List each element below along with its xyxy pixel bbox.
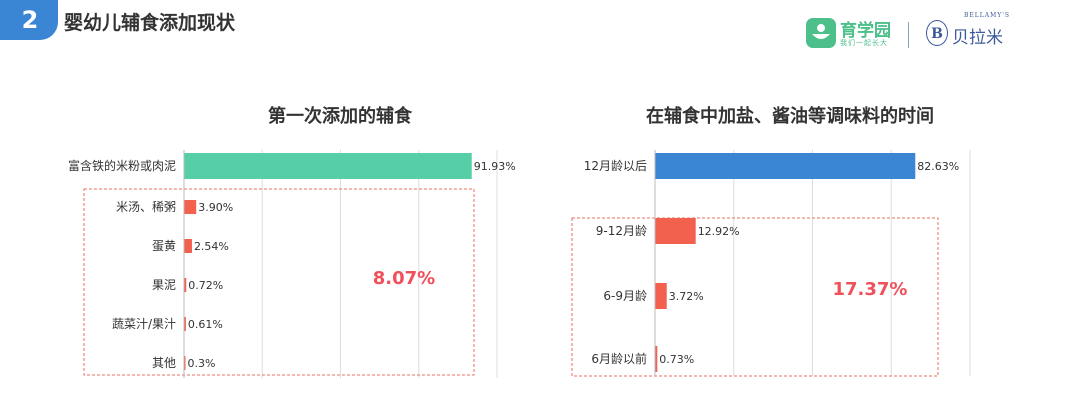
bar-1-1 — [655, 218, 696, 244]
value-label-1-1: 12.92% — [698, 225, 740, 238]
value-label-0-3: 0.72% — [188, 279, 223, 292]
value-label-1-3: 0.73% — [659, 353, 694, 366]
value-label-1-2: 3.72% — [669, 290, 704, 303]
bar-1-2 — [655, 283, 667, 309]
page-title: 婴幼儿辅食添加现状 — [64, 12, 236, 34]
value-label-0-0: 91.93% — [474, 160, 516, 173]
category-label-0-2: 蛋黄 — [152, 239, 176, 253]
yuxueyuan-logo-icon — [806, 18, 836, 48]
group-total-label-1: 17.37% — [833, 279, 908, 300]
category-label-1-0: 12月龄以后 — [584, 159, 647, 173]
logo-divider — [908, 22, 909, 48]
value-label-1-0: 82.63% — [917, 160, 959, 173]
group-box-1 — [571, 217, 939, 377]
brand-logos: 育学园 我们一起长大 B BELLAMY'S 贝拉米 — [806, 12, 1046, 52]
category-label-1-3: 6月龄以前 — [591, 351, 647, 366]
bar-0-0 — [184, 153, 472, 179]
bellamys-logo-en: BELLAMY'S — [964, 12, 1010, 19]
bar-1-0 — [655, 153, 916, 179]
bar-0-4 — [184, 317, 186, 331]
value-label-0-1: 3.90% — [198, 201, 233, 214]
bar-0-1 — [184, 200, 197, 214]
value-label-0-2: 2.54% — [194, 240, 229, 253]
chart-title-first-food: 第一次添加的辅食 — [268, 106, 412, 127]
bar-1-3 — [655, 346, 658, 372]
category-label-0-3: 果泥 — [152, 278, 176, 292]
value-label-0-5: 0.3% — [188, 357, 216, 370]
bar-0-3 — [184, 278, 187, 292]
yuxueyuan-logo-text: 育学园 — [840, 21, 891, 41]
bellamys-logo-text: 贝拉米 — [952, 28, 1003, 48]
bar-0-2 — [184, 239, 192, 253]
bellamys-logo-icon: B — [926, 20, 948, 46]
chart-title-seasoning-time: 在辅食中加盐、酱油等调味料的时间 — [646, 106, 934, 127]
category-label-0-0: 富含铁的米粉或肉泥 — [68, 158, 176, 173]
category-label-0-5: 其他 — [152, 356, 176, 370]
value-label-0-4: 0.61% — [188, 318, 223, 331]
group-total-label-0: 8.07% — [373, 268, 435, 289]
bar-0-5 — [184, 356, 186, 370]
category-label-1-2: 6-9月龄 — [603, 289, 647, 303]
group-box-0 — [83, 188, 475, 376]
category-label-0-1: 米汤、稀粥 — [116, 200, 176, 214]
category-label-0-4: 蔬菜汁/果汁 — [112, 317, 176, 331]
yuxueyuan-logo-slogan: 我们一起长大 — [840, 39, 888, 47]
section-number-badge: 2 — [0, 0, 58, 40]
category-label-1-1: 9-12月龄 — [596, 224, 647, 238]
